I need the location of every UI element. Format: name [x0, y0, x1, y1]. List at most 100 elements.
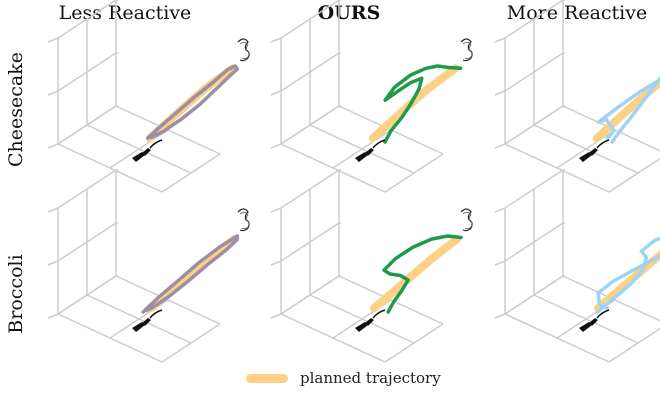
grid-line [57, 0, 117, 39]
axis-tick [270, 313, 282, 319]
user-mouth-icon [237, 208, 250, 232]
axis-tick [494, 313, 506, 319]
user-mouth-icon [460, 208, 473, 232]
axis-tick [494, 207, 506, 213]
grid-line [533, 294, 639, 344]
panel-broccoli-2 [494, 169, 660, 363]
grid-line [338, 275, 444, 325]
user-face-outline [460, 38, 473, 62]
axis-tick [270, 37, 282, 43]
executed-trajectory-ours [382, 234, 463, 314]
tool-grip [142, 148, 151, 156]
tool-icon [132, 139, 163, 162]
tool-grip [589, 318, 598, 326]
legend: planned trajectory [246, 367, 441, 389]
executed-trajectory-ours [383, 64, 463, 144]
grid-line [608, 157, 660, 193]
axis-tick [270, 90, 282, 96]
grid [47, 169, 221, 363]
user-mouth-icon [460, 38, 473, 62]
grid-line [504, 169, 564, 209]
tool-grip [365, 318, 374, 326]
grid [494, 169, 660, 363]
executed-trajectory-less-reactive [146, 64, 240, 140]
tool-handle [355, 152, 368, 162]
axis-tick [270, 143, 282, 149]
user-face-inner [239, 41, 250, 60]
tool-handle [355, 322, 368, 332]
tool-icon [355, 309, 386, 332]
grid-line [608, 327, 660, 363]
axis-tick [494, 90, 506, 96]
tool-handle [132, 152, 145, 162]
grid-line [280, 0, 340, 39]
axis-tick [47, 37, 59, 43]
tool-shaft [149, 309, 163, 319]
tool-shaft [372, 309, 386, 319]
tool-shaft [596, 309, 610, 319]
planned-trajectory-line [370, 235, 462, 313]
tool-icon [355, 139, 386, 162]
user-face-outline [237, 208, 250, 232]
tool-grip [365, 148, 374, 156]
column-title-less-reactive: Less Reactive [58, 2, 192, 24]
grid [270, 169, 444, 363]
user-face-inner [462, 41, 473, 60]
tool-grip [589, 148, 598, 156]
grid-line [86, 124, 192, 174]
grid-line [115, 275, 221, 325]
grid-line [533, 124, 639, 174]
tool-grip [142, 318, 151, 326]
axis-tick [494, 143, 506, 149]
grid-line [384, 323, 444, 363]
tool-handle [132, 322, 145, 332]
axis-tick [47, 260, 59, 266]
grid-line [161, 323, 221, 363]
grid-line [309, 124, 415, 174]
planned-trajectory-line [147, 235, 239, 313]
axis-tick [47, 207, 59, 213]
grid-line [504, 0, 564, 39]
executed-trajectory-more-reactive [595, 236, 660, 314]
column-title-more-reactive: More Reactive [506, 2, 648, 24]
panel-cheesecake-0 [47, 0, 250, 193]
user-face-outline [237, 38, 250, 62]
axis-tick [270, 207, 282, 213]
grid [270, 0, 444, 193]
axis-tick [494, 37, 506, 43]
tool-shaft [372, 139, 386, 149]
tool-shaft [149, 139, 163, 149]
grid-line [86, 294, 192, 344]
column-title-ours: OURS [317, 2, 381, 24]
axis-tick [47, 143, 59, 149]
planned-trajectory-line [592, 77, 660, 143]
grid-line [57, 169, 117, 209]
tool-icon [579, 139, 610, 162]
panel-broccoli-0 [47, 169, 250, 363]
legend-label-planned: planned trajectory [300, 369, 441, 387]
tool-icon [132, 309, 163, 332]
panel-broccoli-1 [270, 169, 473, 363]
planned-trajectory-line [145, 64, 237, 143]
panel-cheesecake-1 [270, 0, 473, 193]
grid-line [161, 153, 221, 193]
grid-line [309, 294, 415, 344]
user-mouth-icon [237, 38, 250, 62]
tool-icon [579, 309, 610, 332]
tool-handle [579, 152, 592, 162]
panel-cheesecake-2 [494, 0, 660, 193]
grid-line [562, 275, 660, 322]
axis-tick [494, 260, 506, 266]
axis-tick [47, 313, 59, 319]
axis-tick [270, 260, 282, 266]
tool-shaft [596, 139, 610, 149]
axis-tick [47, 90, 59, 96]
executed-trajectory-less-reactive [141, 234, 240, 314]
grid-line [384, 153, 444, 193]
planned-trajectory-line [368, 64, 460, 143]
tool-handle [579, 322, 592, 332]
user-face-inner [239, 211, 250, 230]
user-face-inner [462, 211, 473, 230]
user-face-outline [460, 208, 473, 232]
